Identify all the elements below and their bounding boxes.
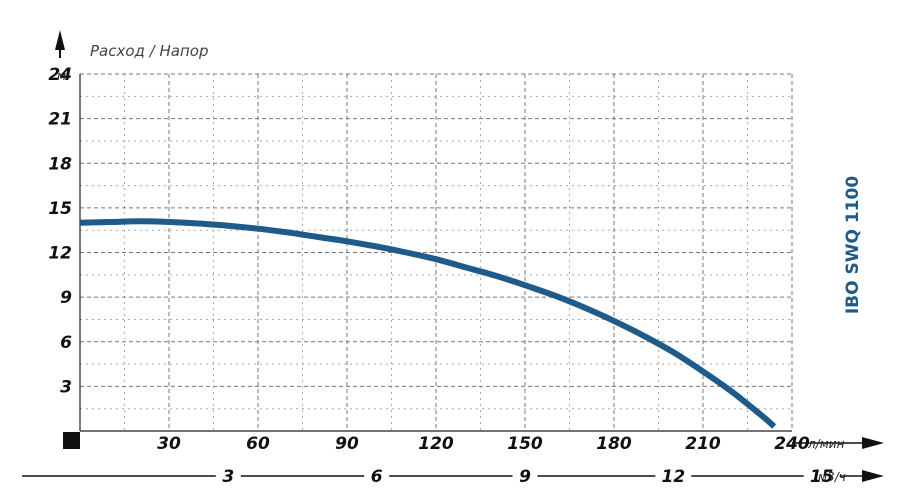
x-primary-unit-label: л/мин — [807, 437, 845, 451]
y-tick-label: 18 — [48, 154, 72, 174]
grid — [80, 73, 793, 431]
y-tick-label: 15 — [48, 199, 72, 219]
axis-title: Расход / Напор — [90, 42, 208, 60]
x-axis-primary-arrow-icon — [862, 437, 884, 449]
x-secondary-tick-labels: 3 6 9 12 15 — [215, 466, 840, 487]
x-secondary-tick-bg — [215, 466, 241, 486]
y-tick-label: 6 — [60, 333, 72, 353]
y-axis-arrow-icon — [55, 30, 65, 50]
x-secondary-tick-label: 3 — [222, 467, 234, 487]
x-primary-tick-label: 150 — [507, 434, 543, 454]
x-secondary-tick-label: 12 — [661, 467, 685, 487]
x-secondary-tick-bg — [803, 466, 840, 486]
x-primary-tick-label: 210 — [685, 434, 721, 454]
x-primary-tick-label: 240 — [774, 434, 810, 454]
x-axis-secondary-arrow-icon — [862, 470, 884, 482]
x-primary-tick-label: 90 — [335, 434, 359, 454]
series-line — [79, 218, 777, 429]
y-tick-label: 3 — [60, 377, 72, 397]
y-tick-label: 12 — [48, 244, 72, 264]
x-primary-tick-label: 60 — [246, 434, 270, 454]
x-secondary-tick-bg — [512, 466, 538, 486]
x-secondary-tick-bg — [364, 466, 390, 486]
axes — [22, 30, 884, 482]
series-layer — [79, 218, 777, 429]
origin-square-icon — [63, 432, 80, 449]
x-secondary-tick-label: 6 — [371, 467, 383, 487]
y-tick-label: 24 — [48, 65, 72, 85]
x-primary-tick-label: 180 — [596, 434, 632, 454]
series-name-label: IBO SWQ 1100 — [843, 176, 863, 315]
x-primary-tick-label: 120 — [418, 434, 454, 454]
x-secondary-tick-label: 15 — [810, 467, 834, 487]
y-unit-label: м — [57, 69, 66, 83]
x-secondary-tick-bg — [655, 466, 692, 486]
y-tick-labels: 3 6 9 12 15 18 21 24 — [48, 65, 72, 397]
x-secondary-tick-label: 9 — [519, 467, 531, 487]
x-primary-tick-label: 30 — [157, 434, 181, 454]
y-tick-label: 21 — [48, 110, 72, 130]
x-primary-tick-labels: 30 60 90 120 150 180 210 240 — [157, 434, 810, 454]
y-tick-label: 9 — [60, 288, 72, 308]
x-secondary-unit-label: м3/ч — [818, 470, 846, 484]
